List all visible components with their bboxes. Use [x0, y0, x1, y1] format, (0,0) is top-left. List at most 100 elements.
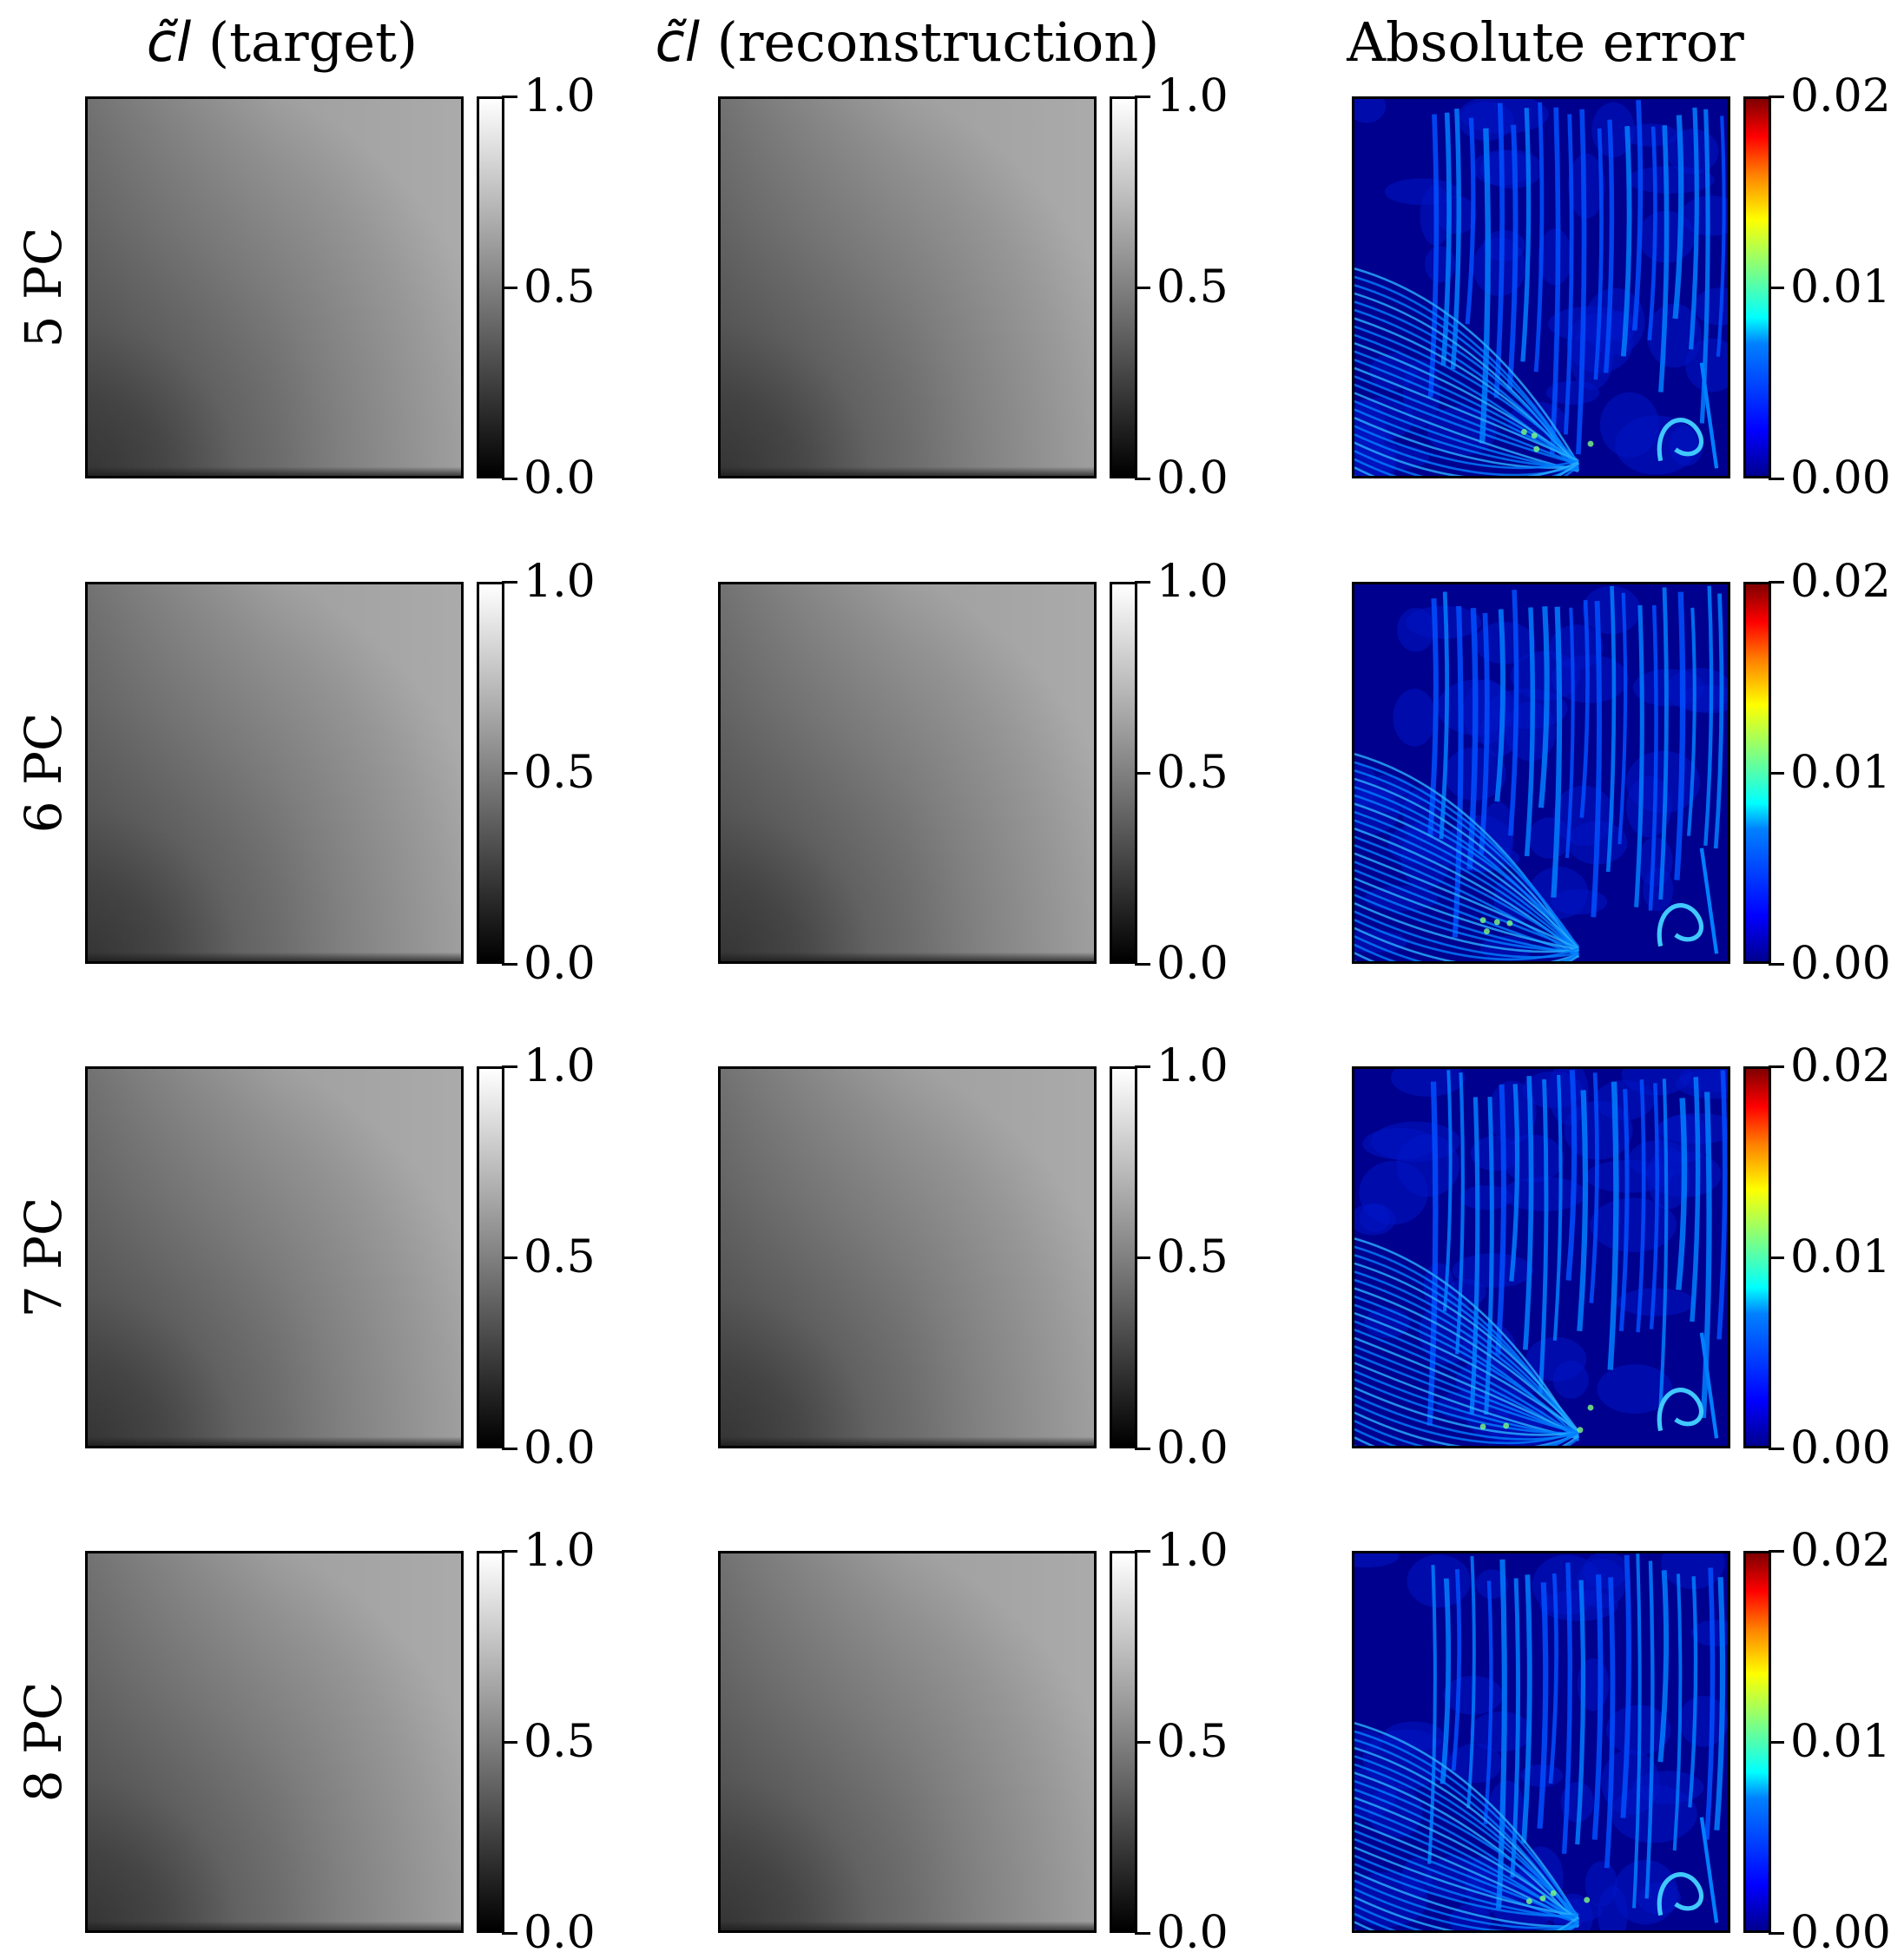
colorbar-tick	[1135, 1549, 1150, 1553]
error-patch	[1591, 102, 1635, 158]
error-fan-line	[1354, 1420, 1579, 1446]
error-fan-line	[1354, 292, 1580, 472]
colorbar-tick	[502, 1065, 517, 1068]
error-streak	[1620, 1554, 1631, 1818]
colorbar-tick-label: 0.0	[1156, 1422, 1229, 1474]
error-patch	[1590, 1197, 1677, 1252]
colorbar-tick-label: 0.0	[1156, 1907, 1229, 1959]
colorbar-tick	[1769, 580, 1784, 584]
field-bottom-band	[721, 1400, 1094, 1446]
colorbar-tick-label: 1.0	[524, 1525, 596, 1577]
colorbar-tick	[1135, 1931, 1150, 1935]
colorbar-tick-label: 0.02	[1790, 70, 1891, 122]
error-hotspot	[1520, 428, 1527, 435]
colorbar-tick-label: 1.0	[1156, 556, 1229, 608]
error-streak	[1658, 1078, 1669, 1407]
error-fan-line	[1354, 1353, 1579, 1435]
field-bottom-band	[721, 1884, 1094, 1930]
error-loop	[1657, 903, 1704, 947]
column-title-symbol: c̃l	[146, 10, 192, 74]
colorbar-tick	[1135, 580, 1150, 584]
heatmap-error	[1352, 582, 1730, 964]
error-patch	[1597, 1364, 1673, 1414]
error-streak	[1538, 1078, 1549, 1394]
colorbar-tick	[1769, 1549, 1784, 1553]
error-hotspot	[1550, 1890, 1557, 1896]
error-streak	[1674, 591, 1686, 881]
colorbar-tick	[1769, 1256, 1784, 1259]
error-streak	[1469, 1097, 1480, 1415]
colorbar-tick	[1769, 1447, 1784, 1450]
colorbar-tick	[1769, 477, 1784, 480]
error-streak	[1607, 1081, 1619, 1370]
colorbar-tick-label: 0.01	[1790, 261, 1891, 313]
error-streak	[1649, 1083, 1659, 1329]
colorbar	[477, 582, 504, 964]
colorbar-tick	[502, 1256, 517, 1259]
error-edge-line	[1699, 1817, 1719, 1923]
heatmap-image	[88, 584, 461, 961]
error-patch	[1397, 607, 1435, 652]
error-streak	[1552, 1074, 1563, 1341]
error-hotspot	[1525, 1898, 1532, 1905]
error-streak	[1591, 1574, 1604, 1840]
heatmap-image	[721, 99, 1094, 476]
error-fan-line	[1354, 458, 1579, 476]
error-streak	[1576, 109, 1587, 455]
colorbar	[1110, 1551, 1137, 1933]
error-streak	[1575, 1580, 1586, 1845]
error-patch	[1538, 228, 1572, 286]
colorbar	[477, 96, 504, 478]
error-streak	[1465, 117, 1476, 325]
error-streak	[1604, 1577, 1616, 1869]
colorbar-tick	[1769, 95, 1784, 98]
colorbar	[1110, 1066, 1137, 1448]
error-fan-line	[1354, 1904, 1579, 1930]
colorbar-tick	[1135, 1065, 1150, 1068]
error-streak	[1713, 593, 1724, 849]
colorbar-tick	[502, 962, 517, 966]
error-edge-line	[1699, 1332, 1719, 1439]
field-shade	[721, 1069, 1094, 1446]
error-patch	[1354, 99, 1387, 123]
error-patch	[1621, 1069, 1692, 1096]
error-fan-line	[1354, 1797, 1579, 1922]
heatmap-error	[1352, 96, 1730, 478]
error-hotspot	[1584, 1896, 1591, 1903]
error-patch	[1475, 1569, 1509, 1600]
error-fan-line	[1354, 1722, 1580, 1920]
error-hotspot	[1483, 928, 1490, 935]
colorbar-tick-label: 0.0	[524, 1422, 596, 1474]
error-hotspot	[1587, 440, 1594, 447]
error-patch	[1459, 1184, 1513, 1210]
error-streak	[1589, 1072, 1599, 1303]
error-hotspot	[1587, 1404, 1594, 1411]
colorbar-tick	[1769, 1931, 1784, 1935]
heatmap-target	[85, 582, 464, 964]
colorbar	[1110, 96, 1137, 478]
error-fan-line	[1354, 366, 1579, 462]
error-fan-line	[1354, 943, 1579, 961]
error-streak	[1466, 607, 1479, 870]
colorbar-tick	[502, 580, 517, 584]
error-hotspot	[1531, 432, 1538, 439]
colorbar-tick	[502, 771, 517, 775]
error-streak	[1657, 1570, 1670, 1763]
error-patch	[1568, 153, 1605, 219]
colorbar-tick	[502, 1931, 517, 1935]
colorbar-tick	[1135, 771, 1150, 775]
error-streak	[1440, 1578, 1452, 1784]
error-streak	[1537, 1582, 1549, 1830]
error-streak	[1451, 1568, 1462, 1771]
colorbar-tick-label: 0.5	[1156, 1231, 1229, 1283]
column-title-target: c̃l (target)	[0, 12, 629, 73]
error-patch	[1393, 689, 1436, 747]
colorbar-tick	[1135, 1740, 1150, 1744]
error-streak	[1716, 115, 1726, 357]
error-patch	[1690, 1619, 1728, 1646]
error-hotspot	[1539, 1895, 1546, 1902]
colorbar-tick-label: 1.0	[524, 1040, 596, 1092]
column-title-symbol: c̃l	[655, 10, 700, 74]
error-fan-line	[1354, 350, 1579, 465]
